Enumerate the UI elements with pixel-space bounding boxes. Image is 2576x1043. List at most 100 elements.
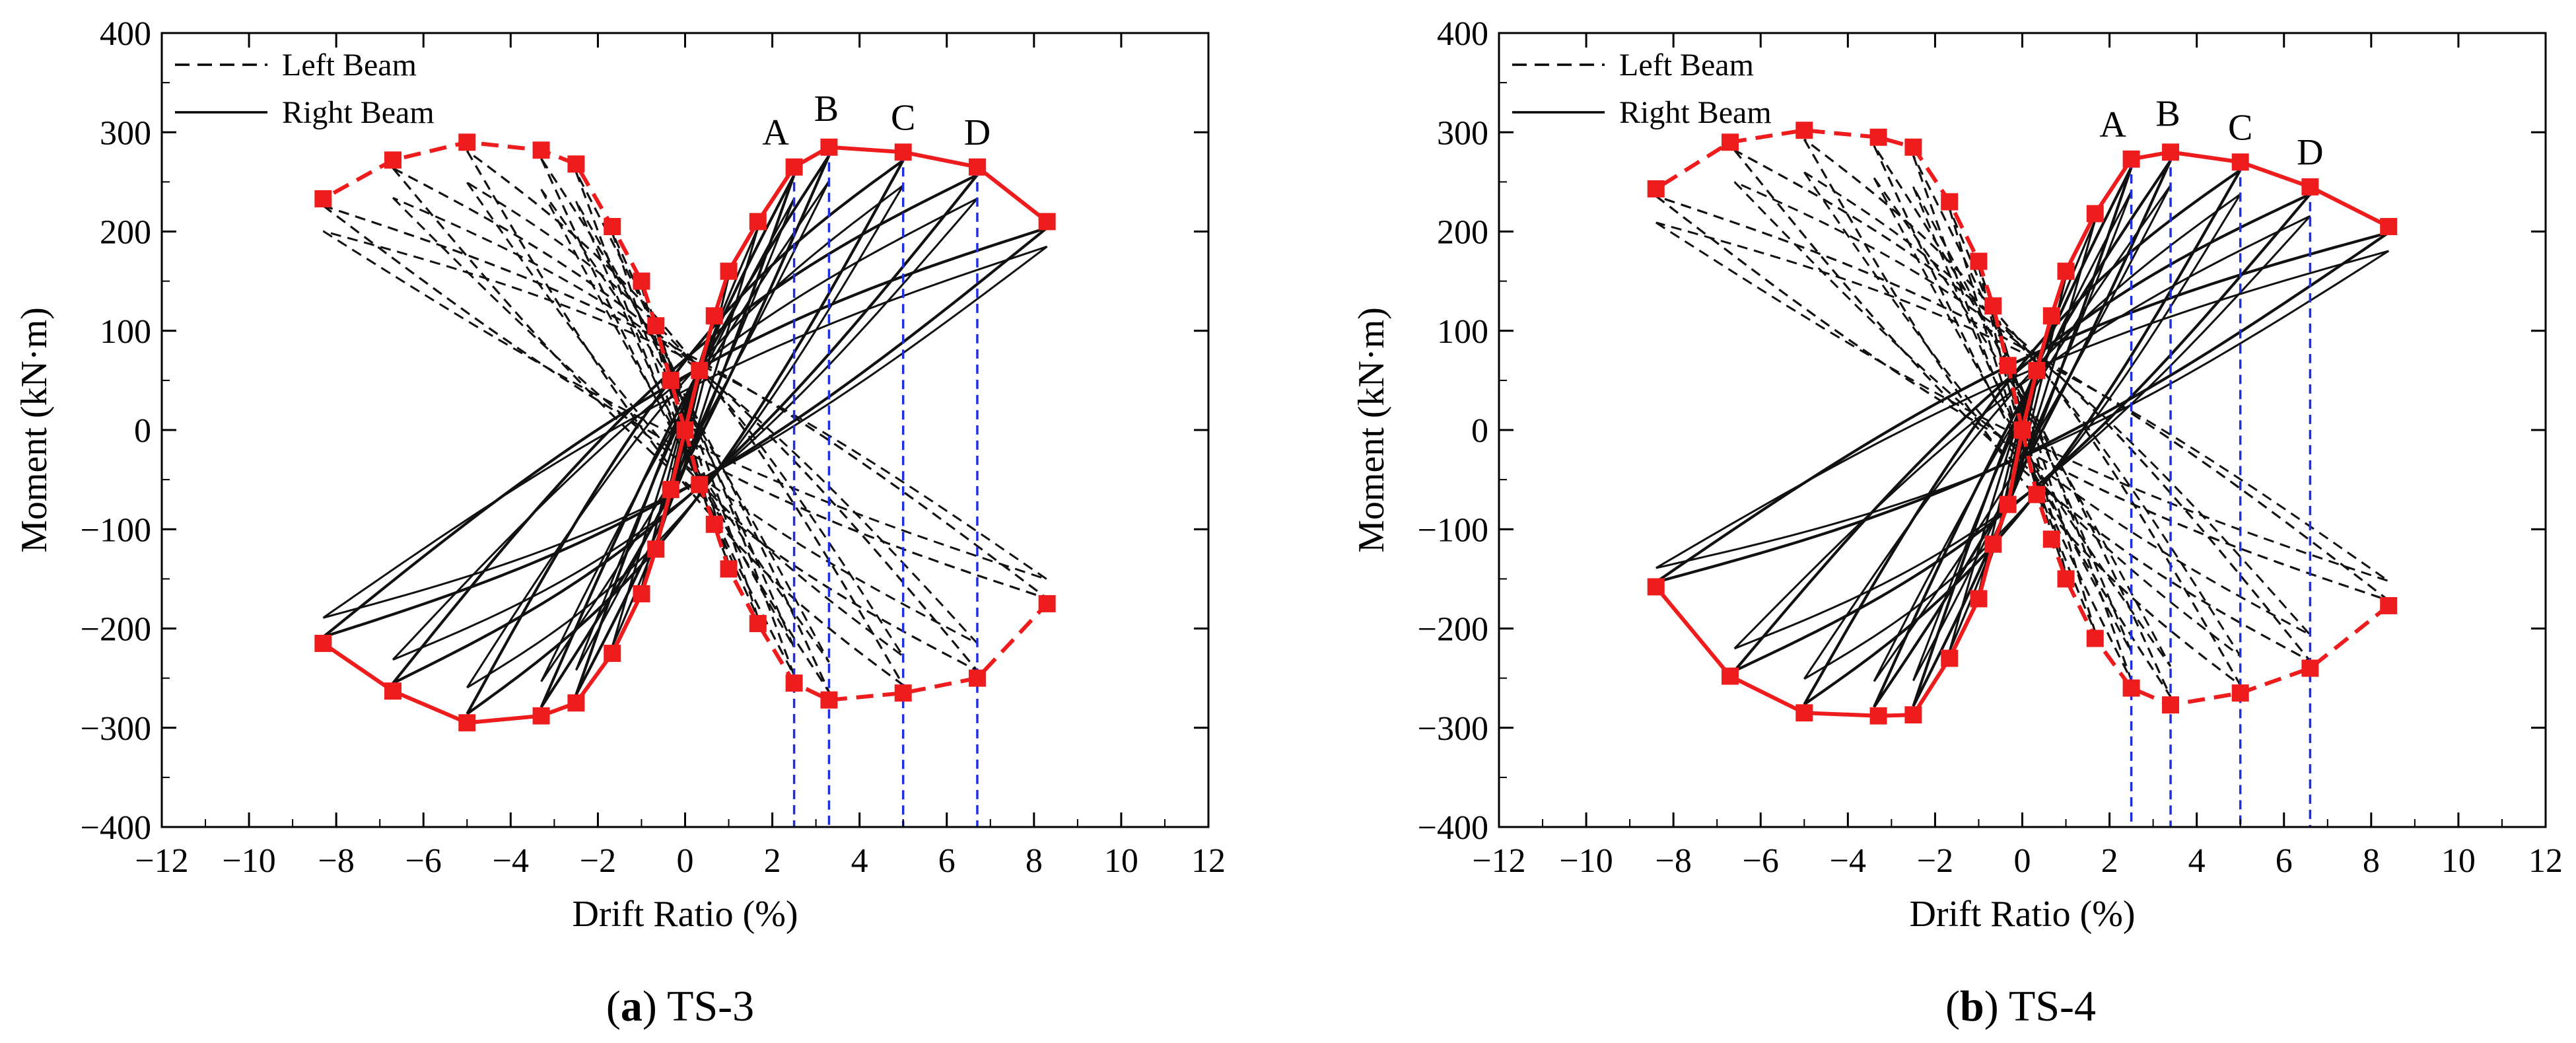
legend: Left Beam Right Beam bbox=[1512, 48, 1772, 130]
y-tick-label: 100 bbox=[1437, 313, 1488, 351]
y-tick-label: 200 bbox=[100, 214, 151, 252]
y-tick-label: −300 bbox=[81, 710, 151, 748]
panel-caption: (b) TS-4 bbox=[1945, 982, 2096, 1030]
envelope-curve bbox=[1655, 128, 2025, 431]
x-tick-label: 6 bbox=[938, 842, 956, 880]
x-tick-label: 4 bbox=[851, 842, 868, 880]
y-axis-title: Moment (kN·m) bbox=[1351, 307, 1392, 553]
x-tick-label: 8 bbox=[1026, 842, 1043, 880]
plot-area bbox=[314, 133, 1056, 827]
envelope-marker bbox=[1722, 667, 1739, 685]
x-tick-label: 2 bbox=[2101, 842, 2118, 880]
right-beam-hysteresis-loop bbox=[1733, 215, 2311, 650]
envelope-marker bbox=[691, 476, 709, 493]
envelope-marker bbox=[314, 635, 332, 653]
y-tick-label: −100 bbox=[1418, 511, 1488, 549]
point-label: C bbox=[2228, 107, 2252, 148]
legend: Left Beam Right Beam bbox=[175, 48, 435, 130]
y-tick-label: 400 bbox=[1437, 15, 1488, 53]
x-tick-label: 0 bbox=[2014, 842, 2031, 880]
x-tick-label: 4 bbox=[2188, 842, 2206, 880]
envelope-marker bbox=[894, 684, 912, 702]
envelope-marker bbox=[1795, 704, 1813, 722]
x-tick-label: −2 bbox=[580, 842, 616, 880]
envelope-marker bbox=[705, 307, 723, 325]
envelope-marker bbox=[1038, 594, 1056, 612]
envelope-marker bbox=[1795, 122, 1813, 139]
caption-paren-open: ( bbox=[606, 982, 621, 1030]
envelope-marker bbox=[2042, 530, 2060, 548]
point-label: D bbox=[2297, 132, 2323, 173]
envelope-marker bbox=[2028, 486, 2046, 503]
legend-label: Left Beam bbox=[282, 48, 417, 83]
envelope-marker bbox=[2162, 143, 2180, 161]
envelope-marker bbox=[567, 694, 585, 712]
envelope-curve bbox=[322, 140, 687, 431]
envelope-marker bbox=[749, 213, 767, 231]
envelope-marker bbox=[2013, 421, 2031, 439]
x-tick-label: −10 bbox=[1559, 842, 1613, 880]
left-beam-hysteresis-loop bbox=[1733, 181, 2311, 636]
legend-label: Right Beam bbox=[1619, 95, 1772, 130]
right-beam-hysteresis-loop bbox=[1655, 250, 2390, 569]
caption-text: TS-4 bbox=[2009, 982, 2096, 1030]
envelope-marker bbox=[662, 371, 679, 389]
envelope-marker bbox=[458, 133, 476, 151]
envelope-marker bbox=[1038, 213, 1056, 231]
x-tick-label: 12 bbox=[1191, 842, 1226, 880]
x-tick-label: −12 bbox=[1472, 842, 1525, 880]
envelope-curve bbox=[2020, 150, 2390, 431]
envelope-marker bbox=[1970, 590, 1988, 608]
envelope-marker bbox=[1984, 297, 2002, 315]
envelope-marker bbox=[2231, 153, 2249, 171]
envelope-marker bbox=[749, 614, 767, 632]
envelope-marker bbox=[1904, 706, 1922, 724]
y-tick-label: 0 bbox=[1471, 412, 1488, 450]
envelope-marker bbox=[820, 138, 838, 156]
envelope-marker bbox=[1869, 707, 1887, 725]
envelope-marker bbox=[820, 691, 838, 709]
chart-panel-a: −12 −10 −8 −6 −4 −2 0 2 4 6 8 10 12 −400 −300 −200 −100 0… bbox=[14, 15, 1226, 1030]
x-tick-label: −4 bbox=[493, 842, 529, 880]
x-axis-title: Drift Ratio (%) bbox=[1909, 894, 2135, 935]
envelope-marker bbox=[691, 361, 709, 379]
x-tick-label: 2 bbox=[764, 842, 781, 880]
x-axis-title: Drift Ratio (%) bbox=[572, 894, 798, 935]
envelope-marker bbox=[384, 682, 402, 700]
left-beam-hysteresis-loop bbox=[540, 188, 830, 663]
envelope-marker bbox=[785, 158, 803, 176]
x-tick-label: −8 bbox=[1655, 842, 1692, 880]
y-tick-label: −100 bbox=[81, 511, 151, 549]
left-beam-hysteresis-loop bbox=[322, 230, 1048, 581]
envelope-marker bbox=[662, 481, 679, 499]
envelope-marker bbox=[2086, 205, 2104, 223]
y-tick-label: −200 bbox=[81, 611, 151, 649]
x-tick-label: −8 bbox=[318, 842, 355, 880]
x-tick-label: −6 bbox=[405, 842, 442, 880]
x-tick-label: −2 bbox=[1917, 842, 1953, 880]
x-tick-label: 0 bbox=[677, 842, 694, 880]
point-label: B bbox=[814, 89, 839, 129]
envelope-marker bbox=[2380, 596, 2398, 614]
y-tick-label: 100 bbox=[100, 313, 151, 351]
envelope-marker bbox=[1970, 252, 1988, 270]
x-tick-label: −6 bbox=[1743, 842, 1779, 880]
envelope-marker bbox=[314, 190, 332, 207]
envelope-marker bbox=[2122, 150, 2140, 168]
point-label: B bbox=[2155, 93, 2180, 134]
x-tick-label: −12 bbox=[135, 842, 188, 880]
envelope-marker bbox=[894, 143, 912, 161]
envelope-curve bbox=[2020, 429, 2390, 707]
envelope-marker bbox=[604, 645, 621, 663]
y-tick-label: 300 bbox=[1437, 114, 1488, 152]
x-tick-label: 12 bbox=[2528, 842, 2563, 880]
x-tick-label: −4 bbox=[1830, 842, 1866, 880]
envelope-marker bbox=[458, 714, 476, 732]
left-beam-hysteresis-loop bbox=[466, 182, 904, 657]
envelope-marker bbox=[2380, 217, 2398, 235]
plot-area bbox=[1647, 122, 2398, 827]
envelope-marker bbox=[647, 317, 665, 335]
envelope-marker bbox=[633, 585, 650, 602]
envelope-marker bbox=[1999, 495, 2017, 513]
